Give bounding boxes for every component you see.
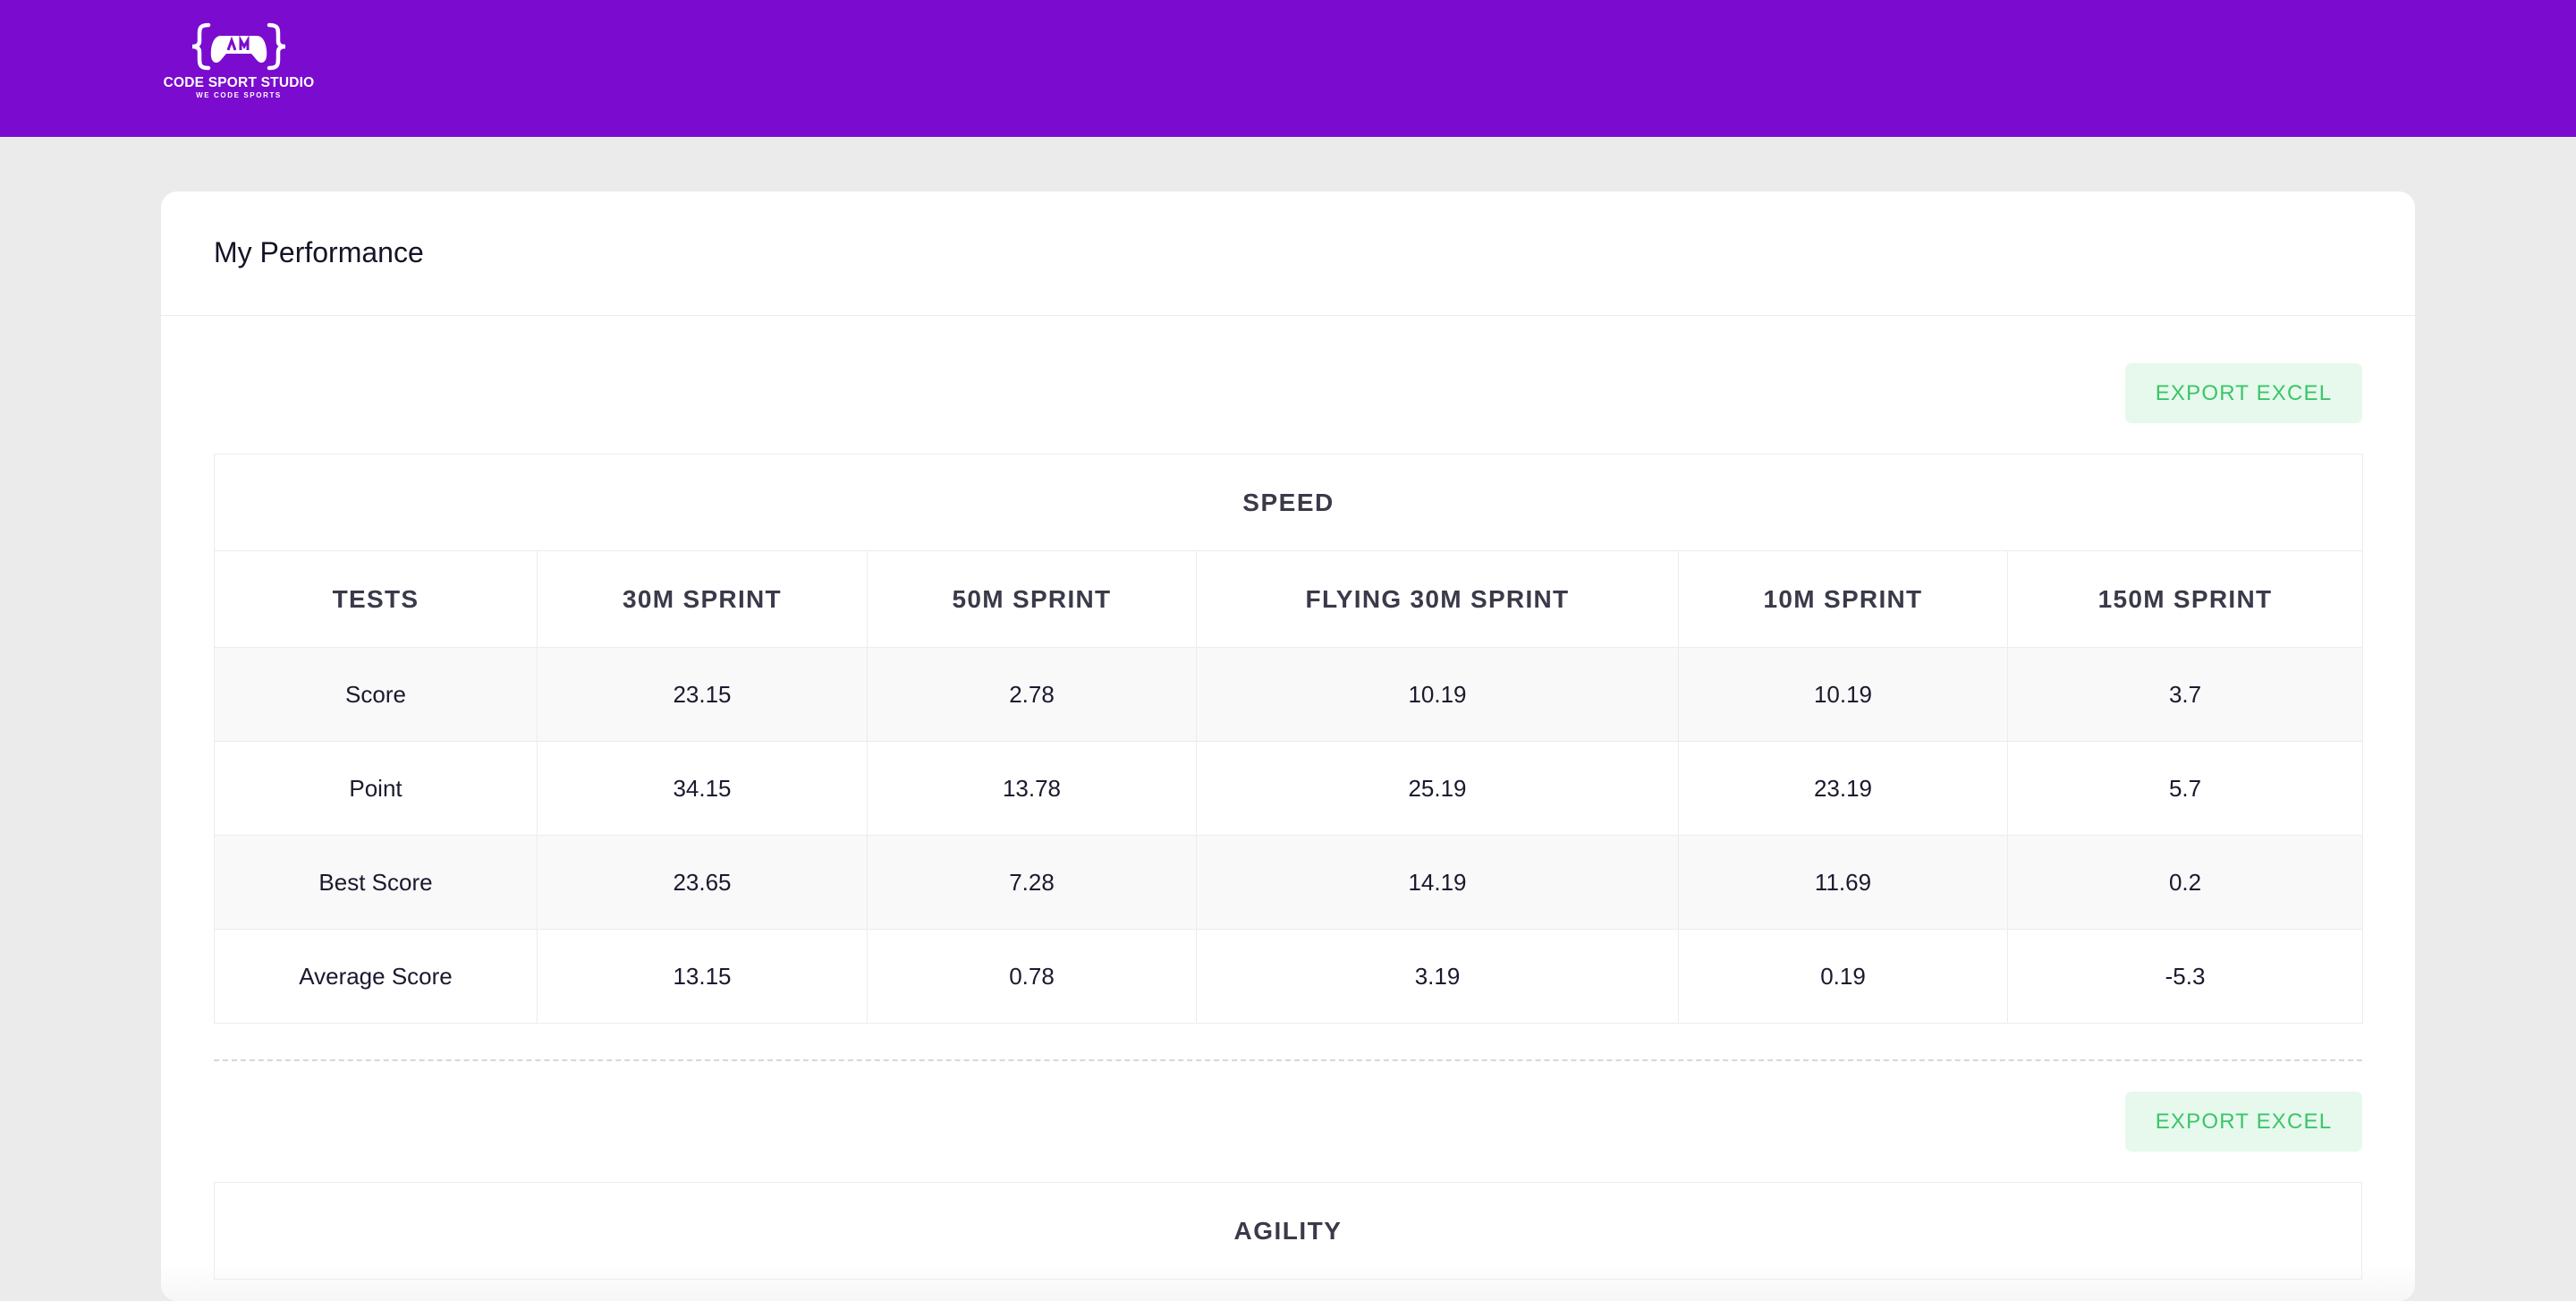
column-header: TESTS <box>214 550 538 648</box>
table-cell: 10.19 <box>1196 647 1679 742</box>
column-header: 50M SPRINT <box>867 550 1197 648</box>
brand-name: CODE SPORT STUDIO <box>163 75 315 90</box>
row-label: Point <box>214 741 538 836</box>
brand-tagline: WE CODE SPORTS <box>196 91 282 99</box>
table-cell: 0.78 <box>867 929 1197 1024</box>
gamepad-icon <box>191 22 286 71</box>
table-title-row: SPEED <box>213 454 2364 551</box>
table-cell: 34.15 <box>537 741 868 836</box>
table-title: AGILITY <box>214 1182 2362 1280</box>
brand-logo[interactable]: CODE SPORT STUDIO WE CODE SPORTS <box>157 21 320 115</box>
table-cell: 25.19 <box>1196 741 1679 836</box>
table-cell: 0.19 <box>1678 929 2008 1024</box>
column-header: FLYING 30M SPRINT <box>1196 550 1679 648</box>
table-row: Average Score 13.15 0.78 3.19 0.19 -5.3 <box>214 929 2364 1024</box>
speed-table: SPEED TESTS 30M SPRINT 50M SPRINT FLYING… <box>213 454 2364 1024</box>
row-label: Best Score <box>214 835 538 930</box>
table-cell: -5.3 <box>2006 929 2364 1024</box>
table-row: Point 34.15 13.78 25.19 23.19 5.7 <box>214 741 2364 836</box>
table-cell: 23.15 <box>537 647 868 742</box>
table-cell: 23.65 <box>537 835 868 930</box>
table-title: SPEED <box>213 454 2364 551</box>
table-cell: 23.19 <box>1678 741 2008 836</box>
top-navbar: CODE SPORT STUDIO WE CODE SPORTS <box>0 0 2576 137</box>
column-header: 150M SPRINT <box>2006 550 2364 648</box>
table-cell: 7.28 <box>867 835 1197 930</box>
table-cell: 2.78 <box>867 647 1197 742</box>
export-excel-button-speed[interactable]: EXPORT EXCEL <box>2125 363 2362 423</box>
table-row: Best Score 23.65 7.28 14.19 11.69 0.2 <box>214 835 2364 930</box>
agility-table: AGILITY <box>214 1182 2362 1280</box>
table-cell: 0.2 <box>2006 835 2364 930</box>
table-cell: 10.19 <box>1678 647 2008 742</box>
table-cell: 11.69 <box>1678 835 2008 930</box>
performance-card: My Performance EXPORT EXCEL SPEED TESTS … <box>161 191 2415 1301</box>
table-cell: 13.78 <box>867 741 1197 836</box>
card-header: My Performance <box>161 191 2415 316</box>
export-excel-button-agility[interactable]: EXPORT EXCEL <box>2125 1092 2362 1152</box>
column-header: 30M SPRINT <box>537 550 868 648</box>
table-header-row: TESTS 30M SPRINT 50M SPRINT FLYING 30M S… <box>214 550 2364 648</box>
row-label: Average Score <box>214 929 538 1024</box>
table-cell: 5.7 <box>2006 741 2364 836</box>
table-cell: 14.19 <box>1196 835 1679 930</box>
table-row: Score 23.15 2.78 10.19 10.19 3.7 <box>214 647 2364 742</box>
table-title-row: AGILITY <box>214 1182 2362 1280</box>
row-label: Score <box>214 647 538 742</box>
table-cell: 3.7 <box>2006 647 2364 742</box>
table-cell: 3.19 <box>1196 929 1679 1024</box>
page-title: My Performance <box>214 236 424 268</box>
column-header: 10M SPRINT <box>1678 550 2008 648</box>
section-divider <box>214 1059 2362 1061</box>
table-cell: 13.15 <box>537 929 868 1024</box>
